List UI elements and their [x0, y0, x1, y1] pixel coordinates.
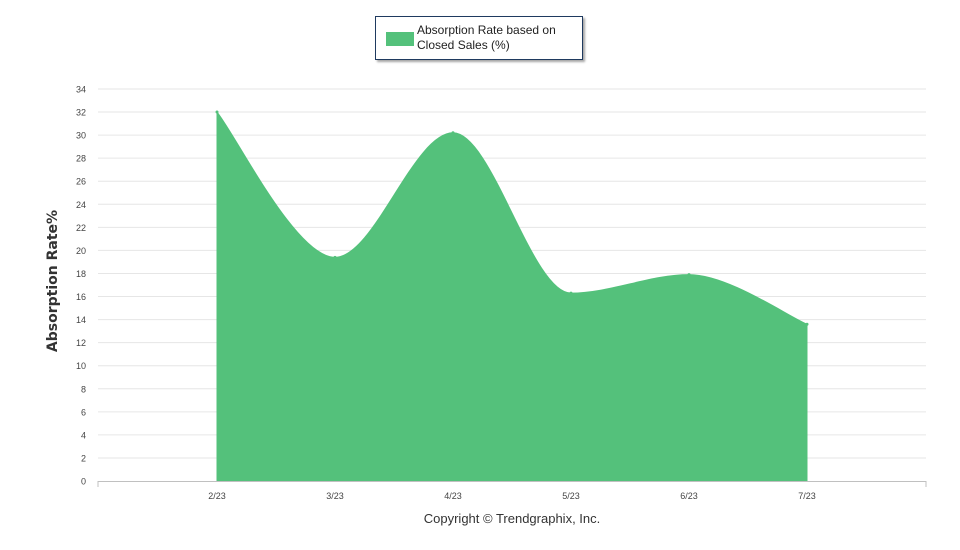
legend: Absorption Rate based on Closed Sales (%… [375, 16, 583, 60]
y-tick-label: 16 [76, 292, 86, 302]
series-area [216, 110, 808, 482]
data-point [569, 291, 573, 295]
y-tick-label: 0 [81, 477, 86, 487]
data-point [687, 273, 691, 277]
y-tick-label: 28 [76, 154, 86, 164]
y-tick-label: 26 [76, 177, 86, 187]
copyright-text: Copyright © Trendgraphix, Inc. [423, 511, 601, 526]
y-tick-label: 20 [76, 246, 86, 256]
y-tick-label: 22 [76, 223, 86, 233]
y-tick-label: 14 [76, 315, 86, 325]
x-tick-label: 6/23 [680, 491, 698, 501]
data-point [451, 131, 455, 135]
data-point [805, 322, 809, 326]
legend-label: Absorption Rate based on Closed Sales (%… [417, 23, 556, 52]
legend-swatch [386, 32, 414, 46]
plot-area [215, 110, 809, 482]
x-tick-label: 4/23 [444, 491, 462, 501]
data-point [215, 110, 219, 114]
y-tick-label: 2 [81, 453, 86, 463]
x-tick-label: 3/23 [326, 491, 344, 501]
x-tick-label: 7/23 [798, 491, 816, 501]
y-tick-label: 4 [81, 430, 86, 440]
y-tick-label: 8 [81, 384, 86, 394]
y-tick-label: 30 [76, 131, 86, 141]
y-tick-label: 6 [81, 407, 86, 417]
y-tick-label: 24 [76, 200, 86, 210]
y-tick-label: 12 [76, 338, 86, 348]
y-tick-label: 18 [76, 269, 86, 279]
y-tick-label: 34 [76, 85, 86, 95]
y-tick-label: 10 [76, 361, 86, 371]
y-tick-label: 32 [76, 108, 86, 118]
y-axis-title: Absorption Rate% [45, 209, 61, 353]
data-point [333, 255, 337, 259]
x-tick-label: 2/23 [208, 491, 226, 501]
x-tick-label: 5/23 [562, 491, 580, 501]
